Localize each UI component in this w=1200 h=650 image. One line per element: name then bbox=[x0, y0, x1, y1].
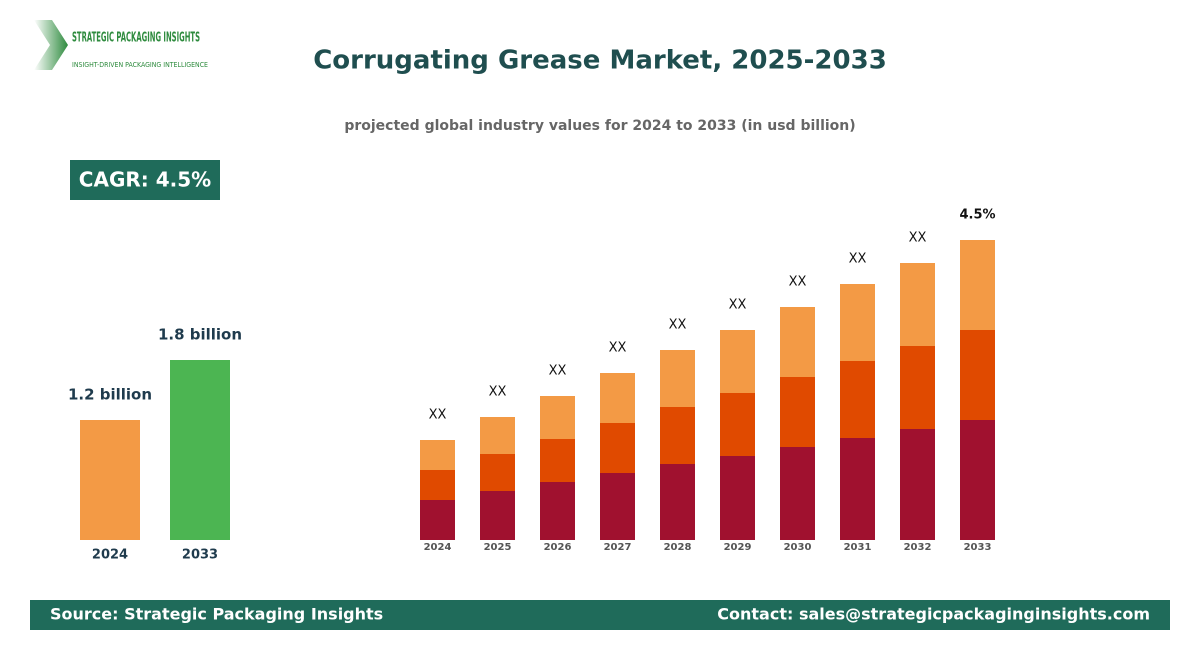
bar-segment bbox=[900, 429, 935, 540]
x-tick-label: 2033 bbox=[182, 548, 218, 563]
bar-segment bbox=[780, 377, 815, 447]
bar bbox=[170, 360, 230, 540]
x-tick-label: 2024 bbox=[424, 542, 452, 553]
footer-bar bbox=[30, 600, 1170, 630]
bar-top-label: XX bbox=[549, 364, 567, 379]
bar-segment bbox=[780, 307, 815, 377]
x-tick-label: 2026 bbox=[544, 542, 572, 553]
bar-top-label: XX bbox=[909, 231, 927, 246]
chart-title: Corrugating Grease Market, 2025-2033 bbox=[313, 46, 887, 76]
bar-segment bbox=[720, 456, 755, 540]
value-label: 1.8 billion bbox=[158, 326, 242, 344]
bar-segment bbox=[840, 361, 875, 438]
bar-top-label: XX bbox=[849, 252, 867, 267]
bar-top-label: XX bbox=[609, 341, 627, 356]
bar-top-label: XX bbox=[429, 408, 447, 423]
value-label: 1.2 billion bbox=[68, 386, 152, 404]
bar-segment bbox=[420, 470, 455, 500]
bar-segment bbox=[840, 284, 875, 361]
chart-subtitle: projected global industry values for 202… bbox=[344, 118, 855, 134]
logo-name: STRATEGIC PACKAGING INSIGHTS bbox=[72, 31, 200, 46]
bar-segment bbox=[720, 330, 755, 393]
bar-segment bbox=[660, 407, 695, 464]
bar-top-label: XX bbox=[489, 385, 507, 400]
logo-tagline: INSIGHT-DRIVEN PACKAGING INTELLIGENCE bbox=[72, 61, 208, 69]
cagr-badge: CAGR: 4.5% bbox=[79, 168, 211, 192]
bar-segment bbox=[420, 440, 455, 470]
bar-segment bbox=[420, 500, 455, 540]
x-tick-label: 2032 bbox=[904, 542, 932, 553]
x-tick-label: 2030 bbox=[784, 542, 812, 553]
bar-top-label: XX bbox=[669, 318, 687, 333]
bar-segment bbox=[600, 473, 635, 540]
footer-contact: Contact: sales@strategicpackaginginsight… bbox=[717, 605, 1150, 624]
x-tick-label: 2031 bbox=[844, 542, 872, 553]
bar-segment bbox=[660, 350, 695, 407]
bar-segment bbox=[960, 240, 995, 330]
bar-segment bbox=[480, 454, 515, 491]
bar-segment bbox=[600, 373, 635, 423]
bar-top-label: XX bbox=[789, 275, 807, 290]
x-tick-label: 2033 bbox=[964, 542, 992, 553]
bar-segment bbox=[480, 491, 515, 540]
bar-segment bbox=[540, 396, 575, 439]
bar-segment bbox=[900, 346, 935, 429]
x-tick-label: 2024 bbox=[92, 548, 128, 563]
footer-source: Source: Strategic Packaging Insights bbox=[50, 605, 383, 624]
badge-bg bbox=[70, 160, 220, 200]
x-tick-label: 2029 bbox=[724, 542, 752, 553]
bar-top-label: XX bbox=[729, 298, 747, 313]
bar-segment bbox=[840, 438, 875, 540]
logo-mark bbox=[34, 20, 68, 70]
bar-segment bbox=[960, 420, 995, 540]
x-tick-label: 2028 bbox=[664, 542, 692, 553]
bar-segment bbox=[540, 439, 575, 482]
bar-segment bbox=[660, 464, 695, 540]
bar-segment bbox=[900, 263, 935, 346]
bar-top-label: 4.5% bbox=[959, 208, 995, 223]
bar-segment bbox=[720, 393, 755, 456]
x-tick-label: 2025 bbox=[484, 542, 512, 553]
bar-segment bbox=[780, 447, 815, 540]
bar-segment bbox=[600, 423, 635, 473]
bar bbox=[80, 420, 140, 540]
bar-segment bbox=[480, 417, 515, 454]
bar-segment bbox=[540, 482, 575, 540]
bar-segment bbox=[960, 330, 995, 420]
x-tick-label: 2027 bbox=[604, 542, 632, 553]
